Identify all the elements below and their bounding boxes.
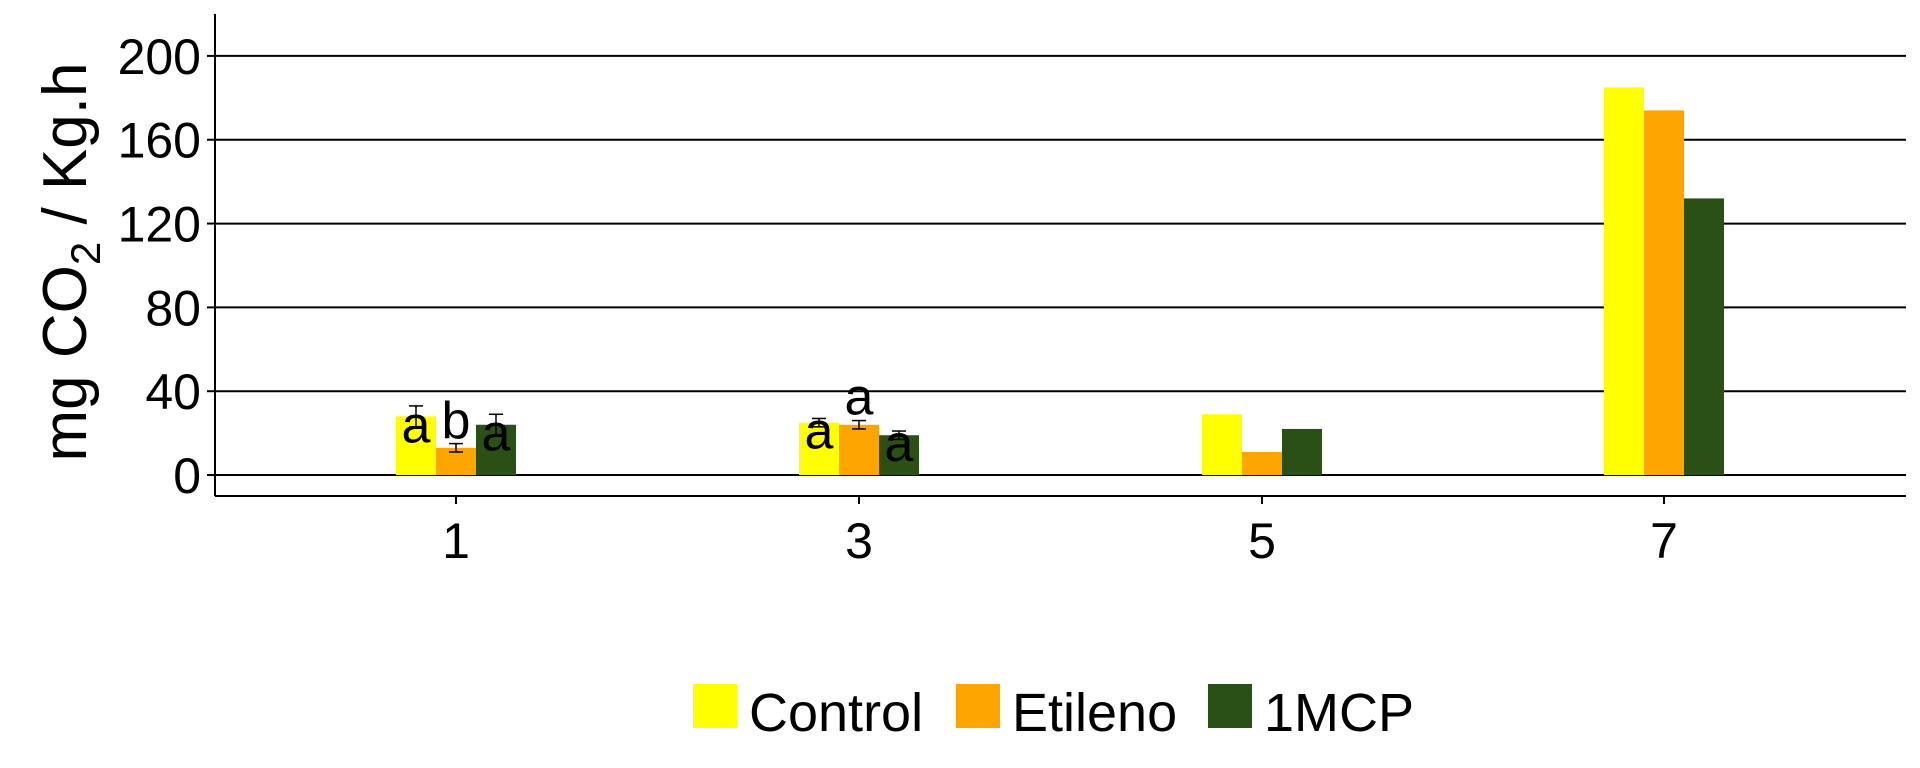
x-tick-label: 1 <box>442 513 470 569</box>
bar-1mcp-7 <box>1684 198 1724 476</box>
bars <box>396 87 1724 476</box>
y-tick-label: 200 <box>118 29 201 85</box>
significance-letter: a <box>482 405 511 463</box>
y-tick-label: 160 <box>118 113 201 169</box>
y-tick-label: 80 <box>145 280 201 336</box>
significance-letter: a <box>845 369 874 427</box>
y-axis-label-main: mg CO <box>31 265 100 461</box>
bar-control-7 <box>1604 87 1644 476</box>
legend-label: 1MCP <box>1264 683 1414 743</box>
legend-swatch <box>956 684 1000 728</box>
significance-letter: b <box>442 392 471 450</box>
y-tick-label: 0 <box>173 448 201 504</box>
y-axis-label: mg CO2 / Kg.h <box>31 63 109 462</box>
bar-1mcp-5 <box>1282 428 1322 476</box>
y-tick-label: 40 <box>145 364 201 420</box>
legend-swatch <box>693 684 737 728</box>
axes <box>214 14 1906 497</box>
legend-label: Control <box>749 683 923 743</box>
x-ticks: 1 3 5 7 <box>442 496 1678 569</box>
bar-etileno-5 <box>1242 451 1282 476</box>
legend-label: Etileno <box>1012 683 1177 743</box>
x-tick-label: 3 <box>845 513 873 569</box>
x-tick-label: 7 <box>1650 513 1678 569</box>
y-axis-label-subscript: 2 <box>62 242 109 265</box>
y-tick-label: 120 <box>118 197 201 253</box>
bar-etileno-3 <box>839 424 879 476</box>
legend: Control Etileno 1MCP <box>693 683 1414 743</box>
legend-item-control: Control <box>693 683 923 743</box>
significance-letter: a <box>805 403 834 461</box>
legend-item-etileno: Etileno <box>956 683 1177 743</box>
y-ticks: 0 40 80 120 160 200 <box>118 29 215 504</box>
significance-letter: a <box>402 396 431 454</box>
bar-etileno-7 <box>1644 110 1684 476</box>
significance-letter: a <box>885 415 914 473</box>
significance-letters: a ab aa a <box>402 369 914 473</box>
bar-control-5 <box>1202 414 1242 476</box>
bar-control-3 <box>799 422 839 476</box>
legend-item-1mcp: 1MCP <box>1208 683 1414 743</box>
grid-lines <box>215 54 1906 477</box>
x-tick-label: 5 <box>1248 513 1276 569</box>
bar-1mcp-3 <box>879 435 919 476</box>
legend-swatch <box>1208 684 1252 728</box>
y-axis-label-unit: / Kg.h <box>31 63 100 242</box>
error-bars <box>409 405 906 453</box>
